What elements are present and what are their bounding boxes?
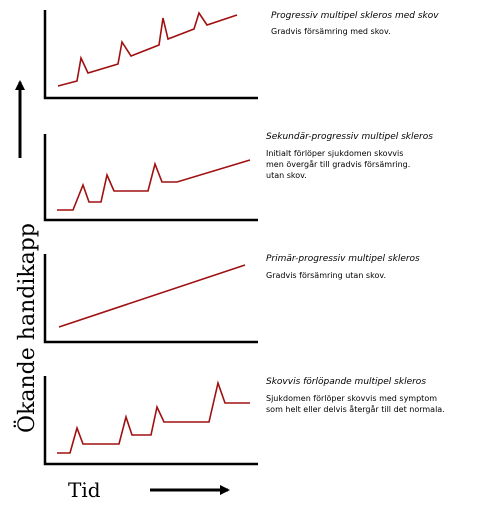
- panel-description-line: Gradvis försämring utan skov.: [266, 271, 386, 280]
- panel-description-line: Sjukdomen förlöper skovvis med symptom: [266, 394, 437, 403]
- panel-title: Progressiv multipel skleros med skov: [271, 11, 439, 21]
- panel-description-line: som helt eller delvis återgår till det n…: [266, 404, 445, 414]
- disease-course-line: [58, 264, 246, 328]
- disease-course-line: [57, 380, 250, 454]
- panel-title: Sekundär-progressiv multipel skleros: [266, 132, 433, 142]
- panel-title: Skovvis förlöpande multipel skleros: [266, 377, 426, 387]
- panel-axes: [43, 10, 258, 100]
- panel-description-line: men övergår till gradvis försämring.: [266, 159, 410, 169]
- x-axis-label: Tid: [68, 478, 101, 502]
- panel-relapsing-remitting: Skovvis förlöpande multipel skleros Sjuk…: [43, 376, 445, 466]
- panel-description-line: utan skov.: [266, 171, 307, 180]
- panel-secondary-progressive: Sekundär-progressiv multipel skleros Ini…: [43, 132, 433, 222]
- disease-course-line: [57, 159, 251, 211]
- panel-primary-progressive: Primär-progressiv multipel skleros Gradv…: [43, 254, 420, 344]
- y-axis-label: Ökande handikapp: [13, 223, 40, 433]
- panel-progressive-relapsing: Progressiv multipel skleros med skov Gra…: [43, 10, 439, 100]
- panel-description-line: Initialt förlöper sjukdomen skovvis: [266, 149, 403, 158]
- panel-axes: [43, 254, 258, 344]
- disease-course-line: [57, 11, 238, 87]
- panel-description-line: Gradvis försämring med skov.: [271, 27, 391, 36]
- panel-axes: [43, 376, 258, 466]
- panel-title: Primär-progressiv multipel skleros: [266, 254, 420, 264]
- panel-axes: [43, 134, 258, 222]
